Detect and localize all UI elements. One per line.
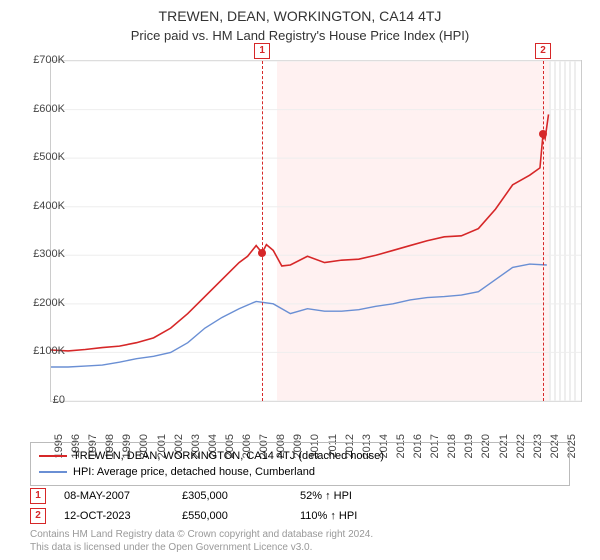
transaction-marker-icon: 2 xyxy=(30,508,46,524)
y-axis-label: £200K xyxy=(33,297,65,309)
y-axis-label: £100K xyxy=(33,345,65,357)
chart-title: TREWEN, DEAN, WORKINGTON, CA14 4TJ xyxy=(0,0,600,24)
transaction-price: £550,000 xyxy=(182,510,282,522)
chart-plot-area: 12 xyxy=(50,60,582,402)
transaction-vs-hpi: 110% ↑ HPI xyxy=(300,510,400,522)
legend-swatch xyxy=(39,455,67,457)
transaction-vs-hpi: 52% ↑ HPI xyxy=(300,490,400,502)
legend: TREWEN, DEAN, WORKINGTON, CA14 4TJ (deta… xyxy=(30,442,570,486)
transaction-marker-icon: 1 xyxy=(30,488,46,504)
marker-vertical-line xyxy=(543,61,544,401)
legend-item: TREWEN, DEAN, WORKINGTON, CA14 4TJ (deta… xyxy=(39,448,561,464)
y-axis-label: £300K xyxy=(33,248,65,260)
transaction-price: £305,000 xyxy=(182,490,282,502)
transaction-table: 1 08-MAY-2007 £305,000 52% ↑ HPI 2 12-OC… xyxy=(30,486,570,526)
transaction-date: 08-MAY-2007 xyxy=(64,490,164,502)
legend-label: TREWEN, DEAN, WORKINGTON, CA14 4TJ (deta… xyxy=(73,448,384,464)
y-axis-label: £500K xyxy=(33,151,65,163)
y-axis-label: £700K xyxy=(33,54,65,66)
series-line-hpi xyxy=(51,264,547,367)
footer-line: Contains HM Land Registry data © Crown c… xyxy=(30,528,373,541)
legend-label: HPI: Average price, detached house, Cumb… xyxy=(73,464,315,480)
marker-vertical-line xyxy=(262,61,263,401)
marker-label-box: 2 xyxy=(535,43,551,59)
chart-subtitle: Price paid vs. HM Land Registry's House … xyxy=(0,24,600,43)
footer-attribution: Contains HM Land Registry data © Crown c… xyxy=(30,528,373,554)
footer-line: This data is licensed under the Open Gov… xyxy=(30,541,373,554)
chart-svg xyxy=(51,61,581,401)
marker-label-box: 1 xyxy=(254,43,270,59)
marker-dot-icon xyxy=(258,249,266,257)
chart-container: TREWEN, DEAN, WORKINGTON, CA14 4TJ Price… xyxy=(0,0,600,560)
series-line-trewen xyxy=(51,114,549,351)
marker-dot-icon xyxy=(539,130,547,138)
transaction-date: 12-OCT-2023 xyxy=(64,510,164,522)
y-axis-label: £0 xyxy=(53,394,65,406)
y-axis-label: £400K xyxy=(33,200,65,212)
transaction-row: 1 08-MAY-2007 £305,000 52% ↑ HPI xyxy=(30,486,570,506)
y-axis-label: £600K xyxy=(33,103,65,115)
legend-swatch xyxy=(39,471,67,473)
legend-item: HPI: Average price, detached house, Cumb… xyxy=(39,464,561,480)
transaction-row: 2 12-OCT-2023 £550,000 110% ↑ HPI xyxy=(30,506,570,526)
